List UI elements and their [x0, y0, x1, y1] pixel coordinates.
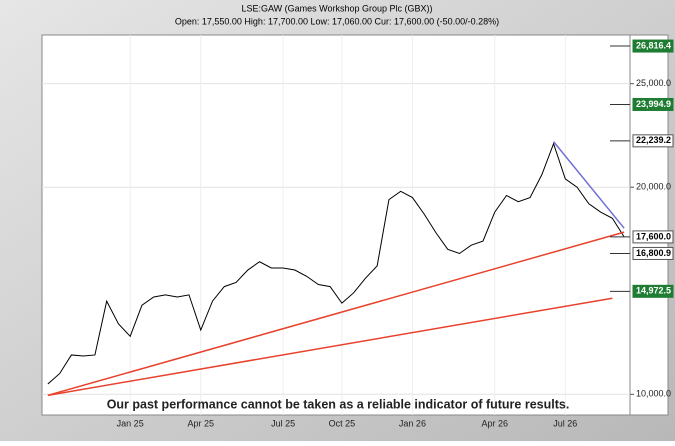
chart-subtitle: Open: 17,550.00 High: 17,700.00 Low: 17,…: [175, 16, 499, 26]
level-label: 14,972.5: [636, 286, 671, 296]
disclaimer: Our past performance cannot be taken as …: [107, 397, 570, 411]
marks: 10,000.0 20,000.0 25,000.0 Jan 25 Apr 25 Jul …: [42, 35, 674, 428]
level-label: 16,800.9: [636, 248, 671, 258]
level-box: [632, 39, 674, 53]
level-box: [632, 134, 674, 148]
trend-line: [47, 297, 613, 397]
x-tick-label: Apr 26: [481, 418, 508, 428]
level-box: [632, 246, 674, 260]
x-tick-label: Jul 25: [271, 418, 295, 428]
level-box: [632, 97, 674, 111]
level-box: [632, 284, 674, 298]
x-tick-label: Jan 25: [117, 418, 144, 428]
x-tick-label: Jan 26: [399, 418, 426, 428]
level-label: 22,239.2: [636, 135, 671, 145]
price-line: [47, 142, 625, 385]
y-tick-label: 20,000.0: [636, 182, 671, 192]
trend-line: [47, 231, 625, 397]
plot-area: [41, 34, 669, 416]
x-tick-label: Oct 25: [329, 418, 356, 428]
trend-line: [552, 141, 625, 229]
y-tick-label: 10,000.0: [636, 389, 671, 399]
x-tick-label: Apr 25: [187, 418, 214, 428]
level-label: 23,994.9: [636, 99, 671, 109]
chart-title: LSE:GAW (Games Workshop Group Plc (GBX)): [241, 3, 432, 13]
level-box: [632, 230, 674, 244]
level-label: 17,600.0: [636, 231, 671, 241]
x-tick-label: Jul 26: [553, 418, 577, 428]
y-tick-label: 25,000.0: [636, 78, 671, 88]
level-label: 26,816.4: [636, 40, 671, 50]
